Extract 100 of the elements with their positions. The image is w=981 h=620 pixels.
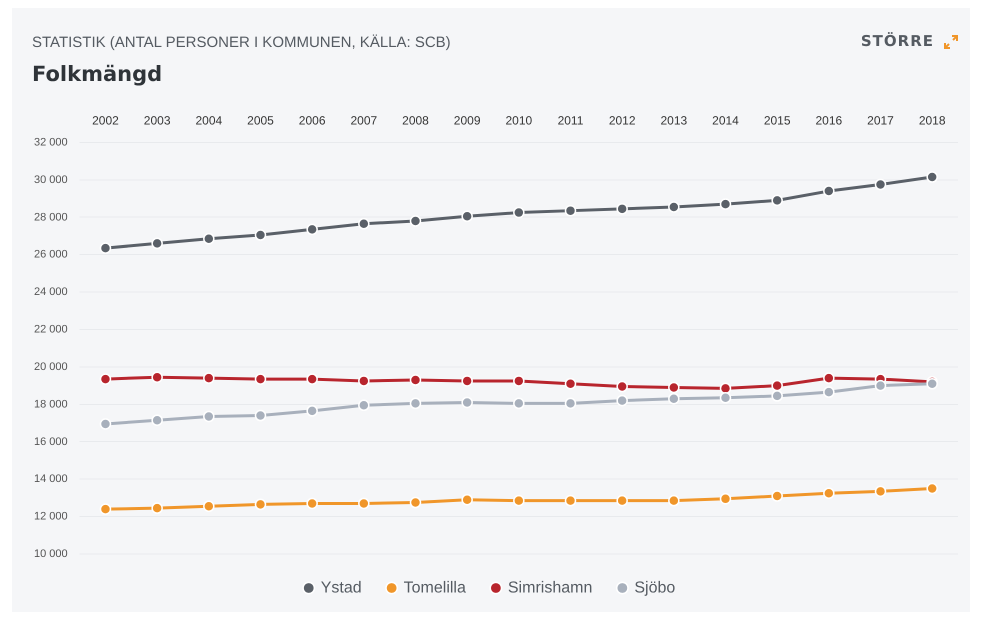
point: [151, 414, 163, 426]
point: [461, 375, 473, 387]
x-tick-label: 2007: [350, 114, 378, 128]
point: [203, 233, 215, 244]
x-tick-label: 2011: [558, 114, 584, 128]
point: [823, 487, 835, 499]
point: [151, 371, 163, 383]
x-tick-label: 2010: [505, 114, 532, 128]
point: [100, 373, 112, 385]
y-tick-label: 14 000: [34, 473, 68, 486]
point: [564, 398, 576, 410]
text: STÖRRE: [860, 32, 934, 50]
point: [926, 171, 938, 183]
y-tick-label: 16 000: [34, 436, 68, 448]
point: [771, 380, 783, 392]
y-tick-label: 18 000: [34, 398, 68, 410]
y-tick-label: 32 000: [34, 136, 68, 148]
point: [100, 503, 112, 515]
point: [461, 494, 473, 506]
point: [720, 198, 732, 210]
point: [254, 229, 266, 241]
point: [254, 498, 266, 510]
point: [151, 502, 163, 514]
point: [151, 238, 163, 250]
point: [358, 218, 370, 230]
x-tick-label: 2013: [660, 114, 688, 128]
point: [823, 386, 835, 398]
point: [254, 410, 266, 422]
point: [461, 396, 473, 408]
y-tick-label: 28 000: [34, 211, 68, 224]
x-tick-label: 2002: [92, 114, 120, 128]
x-tick-label: 2008: [402, 114, 430, 128]
point: [203, 372, 215, 384]
point: [926, 482, 938, 494]
x-tick-label: 2017: [867, 114, 894, 128]
point: [874, 178, 886, 190]
point: [513, 494, 525, 506]
point: [513, 206, 525, 218]
point: [771, 490, 783, 502]
chart-title: Folkmängd: [32, 62, 162, 86]
x-tick-label: 2016: [815, 114, 842, 128]
point: [668, 382, 680, 394]
point: [410, 374, 422, 386]
point: [668, 494, 680, 506]
x-tick-label: 2015: [764, 114, 791, 128]
y-tick-label: 22 000: [34, 324, 68, 336]
point: [306, 373, 318, 385]
x-tick-label: 2009: [454, 114, 481, 128]
point: [874, 486, 886, 498]
point: [564, 204, 576, 216]
point: [564, 378, 576, 390]
legend-label: Simrishamn: [508, 579, 592, 596]
point: [823, 372, 835, 384]
point: [720, 382, 732, 394]
y-tick-label: 10 000: [34, 548, 68, 560]
point: [358, 498, 370, 510]
x-tick-label: 2012: [608, 114, 636, 128]
point: [203, 410, 215, 422]
point: [771, 194, 783, 206]
chart-subtitle: STATISTIK (ANTAL PERSONER I KOMMUNEN, KÄLLA: SCB): [32, 34, 451, 51]
point: [410, 496, 422, 508]
legend-label: Tomelilla: [404, 579, 466, 596]
legend-label: Ystad: [320, 579, 362, 596]
x-tick-label: 2006: [298, 114, 326, 128]
point: [410, 398, 422, 410]
point: [358, 400, 370, 412]
y-tick-label: 12 000: [34, 510, 68, 523]
y-tick-label: 30 000: [34, 174, 68, 186]
point: [720, 493, 732, 505]
y-tick-label: 24 000: [34, 286, 68, 298]
point: [668, 392, 680, 404]
point: [564, 494, 576, 506]
point: [513, 375, 525, 387]
point: [203, 500, 215, 512]
point: [720, 392, 732, 404]
point: [100, 242, 112, 254]
y-tick-label: 26 000: [34, 248, 68, 261]
point: [874, 380, 886, 392]
point: [358, 375, 370, 387]
x-tick-label: 2003: [144, 114, 171, 128]
point: [616, 394, 628, 406]
point: [771, 390, 783, 402]
point: [823, 185, 835, 197]
point: [100, 418, 112, 430]
point: [616, 380, 628, 392]
x-tick-label: 2018: [918, 114, 946, 128]
point: [306, 405, 318, 417]
x-tick-label: 2005: [247, 114, 274, 128]
point: [513, 398, 525, 410]
point: [668, 201, 680, 213]
y-tick-label: 20 000: [34, 360, 68, 373]
point: [410, 215, 422, 227]
point: [616, 494, 628, 506]
x-tick-label: 2014: [712, 114, 740, 128]
point: [461, 210, 473, 222]
point: [616, 203, 628, 215]
x-tick-label: 2004: [195, 114, 222, 128]
point: [254, 373, 266, 385]
point: [306, 498, 318, 510]
point: [306, 224, 318, 236]
